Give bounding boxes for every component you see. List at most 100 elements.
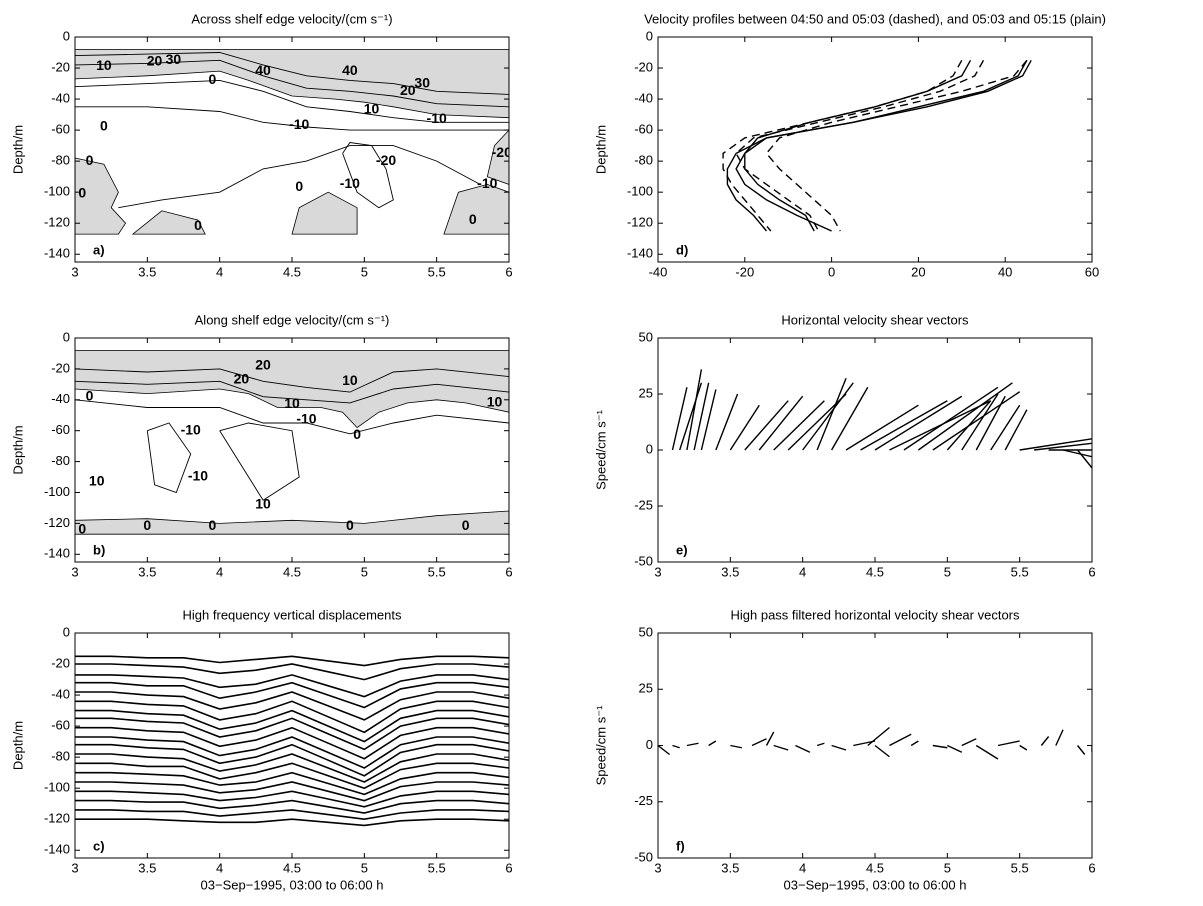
shear-vector bbox=[816, 378, 847, 451]
y-axis-label: Speed/cm s⁻¹ bbox=[593, 409, 608, 490]
contour-label: 10 bbox=[255, 496, 271, 512]
shear-vector bbox=[1019, 438, 1092, 451]
y-tick-label: -120 bbox=[44, 811, 70, 826]
shear-vector bbox=[932, 744, 948, 749]
line bbox=[75, 799, 509, 814]
panel-title: Across shelf edge velocity/(cm s⁻¹) bbox=[191, 11, 392, 26]
line bbox=[75, 726, 509, 760]
shear-vector bbox=[1055, 729, 1064, 746]
y-tick-label: -60 bbox=[634, 122, 653, 137]
y-tick-label: -50 bbox=[634, 849, 653, 864]
shear-vector bbox=[1062, 449, 1092, 458]
line bbox=[75, 681, 509, 709]
x-tick-label: 6 bbox=[1088, 860, 1095, 875]
x-tick-label: 6 bbox=[1088, 564, 1095, 579]
shear-vector bbox=[946, 400, 992, 451]
shear-vector bbox=[686, 742, 699, 747]
x-tick-label: 3.5 bbox=[138, 564, 156, 579]
x-tick-label: 4 bbox=[799, 564, 806, 579]
line bbox=[75, 781, 509, 802]
y-tick-label: 25 bbox=[639, 385, 653, 400]
contour-label: -10 bbox=[427, 110, 447, 126]
shear-vector bbox=[795, 744, 811, 753]
shear-vector bbox=[744, 400, 789, 451]
y-tick-label: -40 bbox=[51, 687, 70, 702]
x-tick-label: 5 bbox=[361, 860, 368, 875]
contour-label: 20 bbox=[234, 370, 250, 386]
x-tick-label: 6 bbox=[505, 564, 512, 579]
contour-label: 0 bbox=[346, 517, 354, 533]
panel: 3 3.5 4 4.5 5 5.5 6 0 -20 -40 -60 -80 -100 -120 -140 Hi… bbox=[10, 607, 512, 892]
panel-title: High pass filtered horizontal velocity s… bbox=[730, 607, 1020, 622]
line bbox=[75, 818, 509, 827]
contour-line bbox=[75, 52, 509, 95]
x-tick-label: 4 bbox=[799, 860, 806, 875]
shear-vector bbox=[961, 738, 977, 747]
x-tick-label: 3.5 bbox=[138, 264, 156, 279]
contour-label: 20 bbox=[255, 357, 271, 373]
contour-line bbox=[118, 145, 481, 209]
y-tick-label: -50 bbox=[634, 553, 653, 568]
line bbox=[75, 655, 509, 667]
line bbox=[75, 717, 509, 751]
y-tick-label: 0 bbox=[646, 737, 653, 752]
shaded-region bbox=[75, 510, 509, 535]
y-axis-label: Depth/m bbox=[10, 125, 25, 174]
shear-vector bbox=[816, 742, 825, 747]
line bbox=[75, 663, 509, 681]
contour-label: 10 bbox=[342, 372, 358, 388]
x-tick-label: 4 bbox=[216, 564, 223, 579]
shear-vector bbox=[860, 400, 948, 451]
shear-vector bbox=[1004, 409, 1028, 451]
shaded-region bbox=[75, 350, 509, 429]
contour-line bbox=[219, 422, 300, 501]
shear-vector bbox=[874, 744, 890, 758]
shaded-region bbox=[75, 157, 127, 235]
y-axis-label: Depth/m bbox=[10, 425, 25, 474]
contour-label: 0 bbox=[100, 118, 108, 134]
y-tick-label: -60 bbox=[51, 718, 70, 733]
y-tick-label: -60 bbox=[51, 422, 70, 437]
x-tick-label: 3 bbox=[71, 860, 78, 875]
y-tick-label: -120 bbox=[44, 515, 70, 530]
shear-vector bbox=[1040, 736, 1050, 746]
shear-vector bbox=[961, 393, 999, 451]
contour-label: 0 bbox=[295, 178, 303, 194]
contour-label: -10 bbox=[181, 421, 201, 437]
x-tick-label: 3 bbox=[71, 564, 78, 579]
shear-vector bbox=[773, 744, 789, 751]
x-tick-label: 5 bbox=[944, 860, 951, 875]
shear-vector bbox=[672, 744, 680, 749]
y-tick-label: -80 bbox=[634, 153, 653, 168]
x-tick-label: 5 bbox=[361, 264, 368, 279]
x-tick-label: 60 bbox=[1085, 264, 1099, 279]
y-tick-label: 0 bbox=[63, 28, 70, 43]
x-tick-label: 20 bbox=[911, 264, 925, 279]
contour-label: 10 bbox=[284, 395, 300, 411]
x-tick-label: 4 bbox=[216, 264, 223, 279]
contour-label: -20 bbox=[492, 144, 512, 160]
y-tick-label: 50 bbox=[639, 624, 653, 639]
line bbox=[75, 790, 509, 808]
x-tick-label: 5 bbox=[944, 564, 951, 579]
y-tick-label: 25 bbox=[639, 681, 653, 696]
shear-vector bbox=[715, 393, 739, 451]
shaded-region bbox=[131, 210, 206, 235]
x-tick-label: 3 bbox=[71, 264, 78, 279]
x-tick-label: 6 bbox=[505, 860, 512, 875]
contour-label: 30 bbox=[166, 51, 182, 67]
y-tick-label: -80 bbox=[51, 749, 70, 764]
line bbox=[75, 771, 509, 796]
profile-line bbox=[735, 59, 985, 232]
x-tick-label: 3.5 bbox=[721, 860, 739, 875]
contour-line bbox=[342, 142, 394, 209]
x-tick-label: 3.5 bbox=[721, 564, 739, 579]
contour-label: 40 bbox=[255, 62, 271, 78]
y-tick-label: -120 bbox=[627, 215, 653, 230]
panel: 3 3.5 4 4.5 5 5.5 6 -50 -25 0 25 50 Horizontal veloc… bbox=[593, 312, 1095, 579]
shear-vector bbox=[867, 726, 890, 747]
